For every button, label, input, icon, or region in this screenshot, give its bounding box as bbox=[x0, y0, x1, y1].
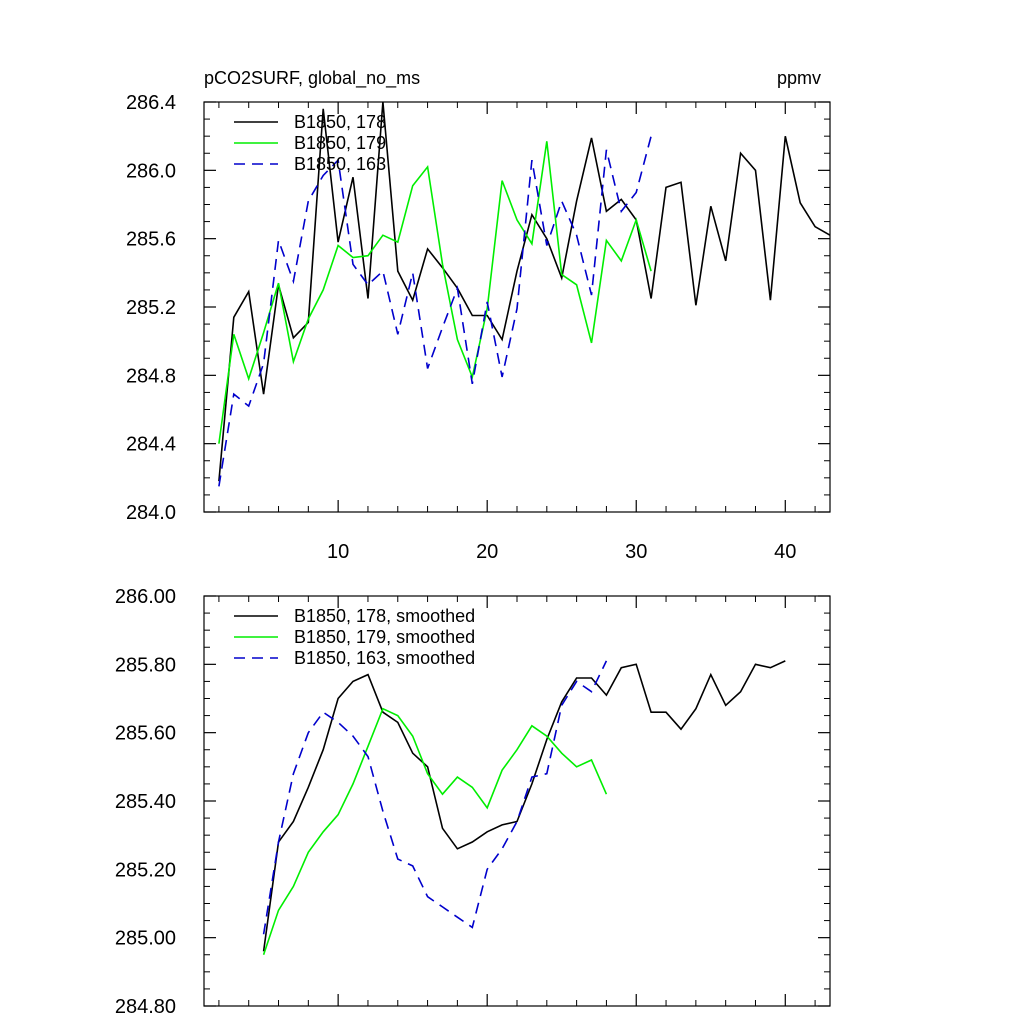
bottom-panel: 284.80 285.00 285.20 285.40 285.60 285.80 286.… bbox=[115, 586, 831, 1018]
x-tick-label: 40 bbox=[774, 541, 796, 563]
legend-label-1: B1850, 178 bbox=[294, 112, 386, 132]
legend-label-1: B1850, 178, smoothed bbox=[294, 606, 475, 626]
y-tick-label: 284.4 bbox=[126, 434, 176, 456]
y-tick-label: 284.8 bbox=[126, 365, 176, 387]
legend-label-3: B1850, 163 bbox=[294, 154, 386, 174]
series-line-2 bbox=[262, 707, 608, 956]
legend-label-2: B1850, 179, smoothed bbox=[294, 627, 475, 647]
y-tick-label: 286.4 bbox=[126, 92, 176, 114]
y-tick-label: 285.60 bbox=[115, 723, 176, 745]
y-tick-label: 285.00 bbox=[115, 928, 176, 950]
series-line-1 bbox=[262, 660, 786, 952]
legend-label-2: B1850, 179 bbox=[294, 133, 386, 153]
y-tick-label: 285.40 bbox=[115, 791, 176, 813]
legend-label-3: B1850, 163, smoothed bbox=[294, 648, 475, 668]
series-line-1 bbox=[218, 101, 831, 482]
y-tick-label: 285.80 bbox=[115, 654, 176, 676]
y-tick-label: 285.6 bbox=[126, 229, 176, 251]
series-line-3 bbox=[218, 135, 652, 487]
series-line-2 bbox=[218, 141, 652, 444]
plot-title: pCO2SURF, global_no_ms bbox=[204, 68, 420, 89]
y-tick-label: 286.00 bbox=[115, 586, 176, 608]
x-tick-label: 10 bbox=[327, 541, 349, 563]
x-tick-label: 30 bbox=[625, 541, 647, 563]
top-panel: pCO2SURF, global_no_ms ppmv 10 20 30 40 284.… bbox=[126, 68, 831, 563]
y-tick-label: 286.0 bbox=[126, 160, 176, 182]
y-tick-label: 284.80 bbox=[115, 996, 176, 1018]
y-tick-label: 284.0 bbox=[126, 502, 176, 524]
units-label: ppmv bbox=[777, 68, 821, 88]
x-tick-label: 20 bbox=[476, 541, 498, 563]
y-tick-label: 285.20 bbox=[115, 859, 176, 881]
y-tick-label: 285.2 bbox=[126, 297, 176, 319]
